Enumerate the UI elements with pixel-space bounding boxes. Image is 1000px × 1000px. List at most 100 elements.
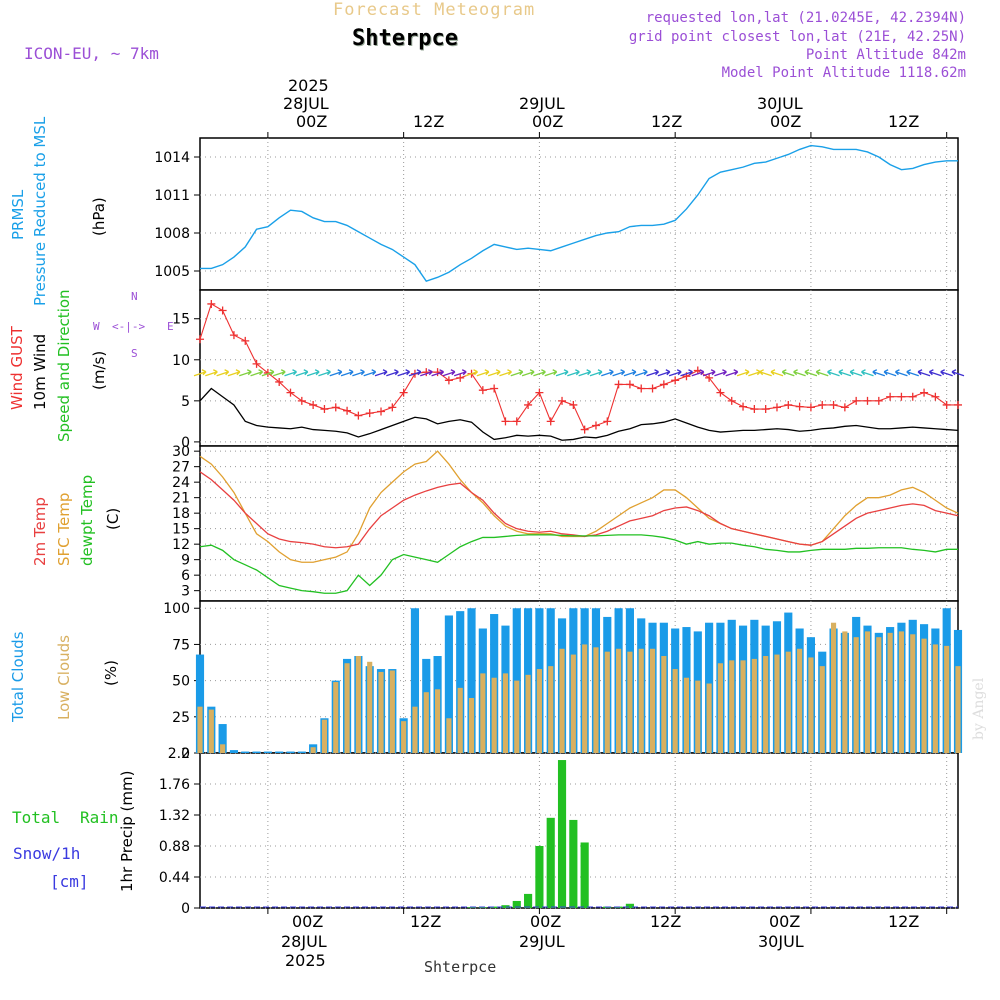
wind-arrow-29 [521,369,535,377]
low-cloud-bar-14 [355,656,361,753]
wind-arrow-9 [295,369,309,377]
wind-arrow-57 [838,369,852,377]
wind-arrow-59 [861,369,874,377]
wind-arrow-1 [205,369,218,377]
gust-marker-0 [196,335,204,344]
rain-bar-3 [501,905,510,908]
pressure-ytick-label-0: 1014 [154,150,190,166]
bottom-date-0-year: 2025 [285,951,326,970]
top-date-4-hour: 00Z [770,112,802,131]
wind-arrow-63 [906,369,919,377]
precip-ytick-label-4: 0.44 [159,870,190,886]
low-cloud-bar-43 [683,677,690,753]
low-cloud-bar-56 [830,622,837,753]
total-cloud-bar-3 [229,750,239,753]
gust-marker-39 [637,384,646,393]
wind-arrow-33 [567,369,580,377]
low-cloud-bar-38 [627,651,633,753]
gust-marker-29 [524,400,533,409]
temp-ytick-label-8: 6 [181,568,190,584]
low-cloud-bar-50 [763,656,769,753]
clouds-ytick-label-1: 75 [172,637,190,653]
top-date-0-hour: 00Z [296,112,328,131]
wind-arrow-41 [657,369,671,377]
low-cloud-bar-42 [672,669,678,753]
wind-arrow-47 [725,369,739,377]
gust-marker-2 [218,306,227,315]
gust-marker-7 [275,377,284,386]
rain-bar-10 [580,842,589,908]
gust-marker-26 [490,384,499,393]
top-date-4-day: 30JUL [757,94,803,113]
rain-bar-4 [512,900,521,908]
low-cloud-bar-35 [593,647,599,753]
wind-speed-line [199,387,959,441]
low-cloud-bar-22 [446,718,452,753]
bottom-date-2-hour: 00Z [530,912,562,931]
wind-arrow-62 [894,369,908,377]
wind-arrow-0 [193,369,207,377]
low-cloud-bar-67 [955,666,961,753]
pressure-line [200,144,958,282]
gust-marker-13 [343,406,352,415]
gust-marker-32 [558,396,567,405]
wind-arrow-19 [408,369,422,377]
low-cloud-bar-27 [502,673,509,753]
point-altitude: Point Altitude 842m [805,47,966,63]
precip-ytick-label-5: 0 [181,901,190,917]
gust-marker-59 [863,396,872,405]
bottom-date-5-hour: 12Z [888,912,920,931]
rain-bar-8 [557,760,567,908]
gust-marker-62 [897,392,906,401]
gust-marker-10 [309,400,318,409]
low-cloud-bar-64 [921,638,927,753]
model-label: ICON-EU, ~ 7km [24,44,159,63]
low-cloud-bar-11 [321,719,328,753]
rain-bar-9 [569,819,578,908]
precip-frame [199,752,959,909]
bottom-date-3-hour: 12Z [650,912,682,931]
low-cloud-bar-15 [367,661,373,753]
gust-marker-46 [716,388,725,397]
pressure-ytick-label-3: 1005 [154,264,190,280]
rain-bar-14 [625,903,634,908]
gust-marker-33 [569,400,578,409]
footer-station: Shterpce [424,958,497,976]
gust-marker-16 [377,407,386,416]
wind-arrow-45 [702,369,716,377]
wind-arrow-64 [917,369,931,377]
wind-arrow-38 [623,369,637,377]
top-date-2-hour: 00Z [532,112,564,131]
precip-label-rain: Rain [80,808,119,827]
precip-ytick-label-1: 1.76 [159,777,190,793]
low-cloud-bar-46 [717,663,723,753]
low-cloud-bar-63 [910,634,916,753]
wind-arrow-7 [272,369,286,377]
model-altitude: Model Point Altitude 1118.62m [721,65,966,81]
gust-marker-49 [750,405,759,414]
gust-marker-37 [614,380,623,389]
gust-marker-36 [603,417,612,426]
bottom-date-2-day: 29JUL [519,932,565,951]
low-cloud-bar-17 [389,670,395,753]
wind-arrow-4 [239,369,252,377]
wind-arrow-35 [589,369,603,377]
gust-marker-35 [591,421,600,430]
wind-arrow-53 [793,369,806,377]
gust-marker-45 [705,373,714,382]
wind-arrow-23 [454,369,467,377]
wind-arrow-67 [951,369,965,377]
wind-arrow-16 [374,369,388,377]
low-cloud-bar-26 [491,677,497,753]
rain-bar-0 [467,907,476,908]
precip-ytick-label-0: 2.2 [168,746,190,762]
wind-arrow-12 [329,369,343,377]
low-cloud-bar-54 [808,657,814,753]
wind-arrow-27 [499,369,512,377]
rain-bar-6 [535,846,544,908]
low-cloud-bar-53 [797,648,803,753]
low-cloud-bar-36 [604,651,610,753]
wind-arrow-22 [442,369,456,377]
gust-marker-21 [433,368,442,377]
low-cloud-bar-10 [310,747,316,753]
